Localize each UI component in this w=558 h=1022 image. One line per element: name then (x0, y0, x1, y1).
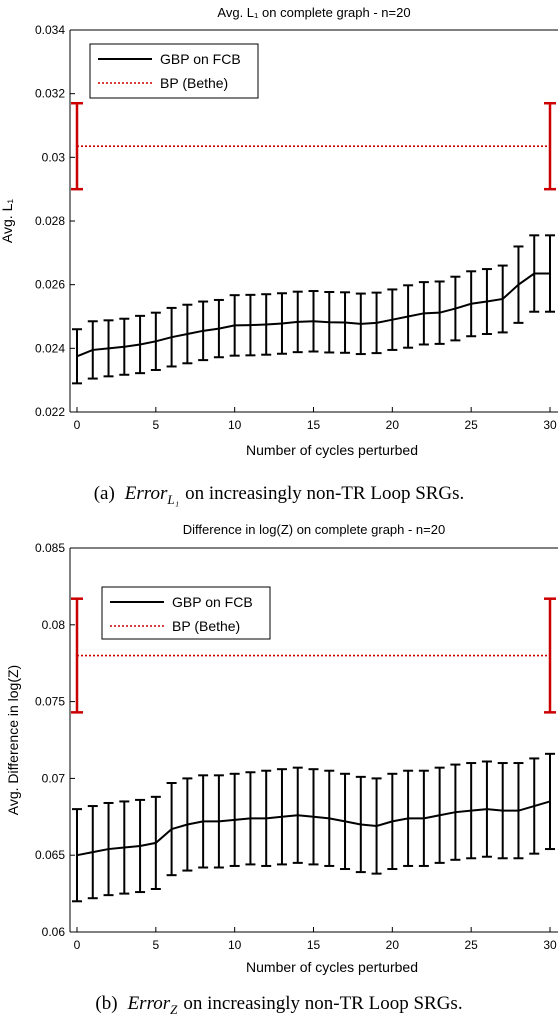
y-tick-label: 0.075 (35, 695, 65, 709)
y-tick-label: 0.065 (35, 848, 65, 862)
x-tick-label: 10 (228, 418, 242, 432)
y-tick-label: 0.034 (35, 23, 65, 37)
x-tick-label: 0 (74, 938, 81, 952)
caption-text: on increasingly non-TR Loop SRGs. (185, 483, 464, 504)
caption-math-subscript: L₁ (166, 492, 179, 507)
series-bp (71, 597, 556, 714)
legend-label: BP (Bethe) (160, 75, 228, 91)
x-tick-label: 25 (464, 418, 478, 432)
series-gbp (72, 234, 555, 385)
x-tick-label: 20 (386, 938, 400, 952)
y-tick-label: 0.03 (42, 150, 66, 164)
legend-label: GBP on FCB (160, 51, 241, 67)
y-axis-label: Avg. L₁ (0, 199, 15, 243)
x-tick-label: 15 (307, 418, 321, 432)
x-tick-label: 5 (152, 938, 159, 952)
y-axis-label: Avg. Difference in log(Z) (5, 665, 21, 815)
y-tick-label: 0.08 (42, 618, 66, 632)
chart-title: Difference in log(Z) on complete graph -… (183, 522, 445, 537)
caption-prefix: (b) (95, 993, 117, 1014)
x-tick-label: 15 (307, 938, 321, 952)
series-bp (71, 101, 556, 191)
x-tick-label: 0 (74, 418, 81, 432)
legend: GBP on FCB BP (Bethe) (101, 586, 271, 640)
x-tick-label: 25 (464, 938, 478, 952)
caption-math-base: Error (127, 993, 171, 1014)
caption-math-subscript: Z (170, 1002, 178, 1017)
chart-1: Avg. L₁ on complete graph - n=20 0.022 0.0… (0, 5, 558, 507)
x-tick-label: 30 (543, 418, 557, 432)
chart-2: Difference in log(Z) on complete graph -… (5, 522, 558, 1017)
series-gbp (72, 752, 555, 903)
legend-label: GBP on FCB (172, 594, 253, 610)
x-axis-label: Number of cycles perturbed (246, 959, 418, 975)
legend-box (89, 43, 259, 99)
x-axis-label: Number of cycles perturbed (246, 442, 418, 458)
caption-prefix: (a) (94, 483, 115, 504)
chart-title: Avg. L₁ on complete graph - n=20 (217, 5, 410, 20)
figure-caption: (b) ErrorZ on increasingly non-TR Loop SRG… (95, 993, 462, 1017)
y-tick-label: 0.028 (35, 214, 65, 228)
figure-caption: (a) ErrorL₁ on increasingly non-TR Loop SR… (94, 483, 465, 507)
y-tick-label: 0.026 (35, 278, 65, 292)
y-tick-label: 0.024 (35, 341, 65, 355)
x-tick-label: 5 (152, 418, 159, 432)
y-tick-label: 0.085 (35, 541, 65, 555)
legend-box (101, 586, 271, 640)
caption-math-base: Error (124, 483, 168, 504)
legend: GBP on FCB BP (Bethe) (89, 43, 259, 99)
y-tick-label: 0.032 (35, 87, 65, 101)
caption-text: on increasingly non-TR Loop SRGs. (183, 993, 462, 1014)
legend-label: BP (Bethe) (172, 618, 240, 634)
y-tick-label: 0.07 (42, 771, 66, 785)
x-tick-label: 20 (386, 418, 400, 432)
y-tick-label: 0.022 (35, 405, 65, 419)
y-tick-label: 0.06 (42, 925, 66, 939)
x-tick-label: 10 (228, 938, 242, 952)
x-tick-label: 30 (543, 938, 557, 952)
